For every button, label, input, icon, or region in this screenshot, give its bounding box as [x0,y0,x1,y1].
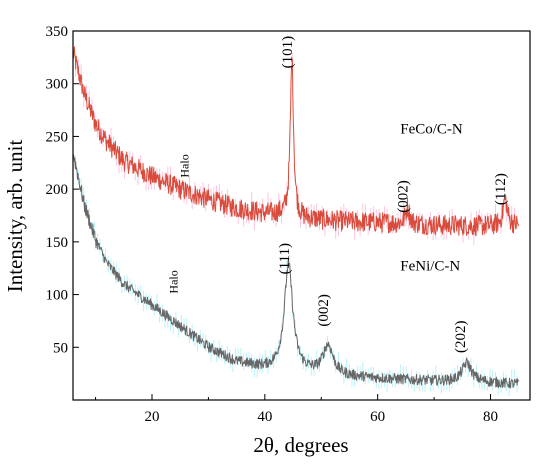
ticks-layer: 20 40 60 80 50 100 150 200 250 300 350 [46,24,499,425]
y-tick-label: 250 [46,129,69,145]
annotation-layer: (101) (002) (112) (111) (002) (202) Halo Halo Fe… [166,36,509,353]
y-tick-label: 350 [46,24,69,40]
x-tick-label: 20 [144,409,159,425]
y-axis-title: Intensity, arb. unit [3,140,27,293]
series-layer [72,46,519,389]
series-line-feni [72,154,519,389]
x-tick-label: 80 [483,409,498,425]
y-tick-label: 50 [53,340,68,356]
noise-layer [72,40,518,397]
x-axis-title: 2θ, degrees [253,433,348,457]
y-tick-label: 200 [46,182,69,198]
x-tick-label: 40 [257,409,272,425]
annotation-label: (002) [316,294,332,327]
annotation-label: Halo [178,154,192,177]
plot-frame [72,30,531,401]
annotation-label: (002) [396,180,412,213]
annotation-label: (112) [493,173,509,205]
annotation-label: (101) [280,36,296,68]
y-tick-label: 100 [46,288,69,304]
annotation-label: (202) [453,320,469,353]
annotation-label: Halo [166,270,180,293]
y-tick-label: 300 [46,77,69,93]
y-tick-label: 150 [46,235,69,251]
annotation-label: (111) [277,243,293,274]
annotation-label: FeNi/C-N [400,258,460,274]
annotation-label: FeCo/C-N [400,121,463,137]
x-tick-label: 60 [370,409,385,425]
series-line-feco [72,46,519,237]
